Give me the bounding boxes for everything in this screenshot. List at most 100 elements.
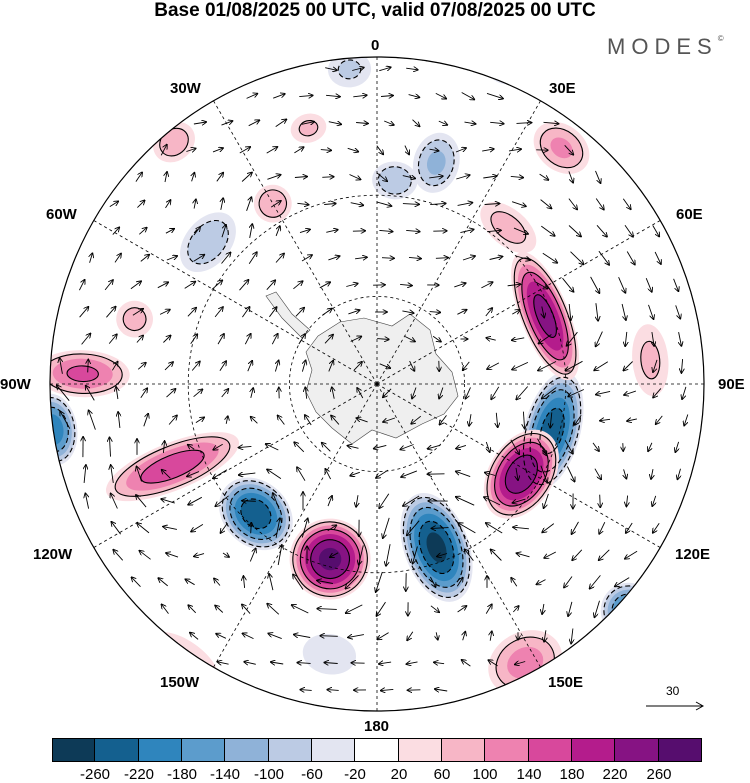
wind-arrow (112, 227, 119, 235)
wind-arrow (590, 575, 601, 588)
contour-set (486, 432, 557, 516)
wind-arrow (239, 280, 249, 291)
wind-arrow (278, 416, 285, 425)
wind-arrow (383, 388, 392, 397)
contour-set (417, 139, 455, 187)
wind-arrow (481, 282, 492, 289)
wind-arrow (568, 601, 573, 616)
wind-arrow (88, 360, 89, 373)
wind-arrow (347, 148, 359, 151)
wind-arrow (248, 252, 257, 265)
wind-arrow (599, 549, 610, 560)
wind-arrow (226, 416, 228, 424)
wind-arrow (137, 523, 150, 534)
wind-arrow (327, 525, 337, 532)
wind-arrow (404, 336, 415, 342)
wind-arrow (239, 473, 256, 475)
wind-arrow (566, 466, 574, 482)
wind-arrow (456, 497, 475, 506)
colorbar-tick-label: 20 (390, 766, 408, 783)
wind-arrow (401, 470, 418, 477)
colorbar-segment (138, 738, 182, 762)
wind-arrow (90, 253, 93, 263)
wind-arrow (268, 633, 282, 640)
wind-arrow (85, 493, 90, 509)
wind-arrow (301, 519, 307, 538)
wind-arrow (271, 662, 284, 664)
colorbar-tick-label: 60 (433, 766, 451, 783)
wind-arrow (568, 389, 584, 397)
wind-arrow (564, 144, 574, 154)
wind-arrow (487, 362, 500, 369)
contour-set (0, 17, 59, 101)
wind-arrow (186, 149, 195, 152)
colorbar-segment (182, 738, 226, 762)
wind-arrow (625, 331, 627, 346)
wind-arrow (251, 417, 258, 424)
wind-arrow (515, 662, 526, 665)
contour-set (298, 120, 319, 137)
contour-set (50, 353, 123, 394)
anomaly-cell (180, 212, 236, 273)
wind-arrow (352, 68, 364, 71)
wind-arrow (325, 469, 332, 480)
brand-text: MODES (607, 34, 718, 59)
wind-arrow (511, 578, 518, 587)
wind-arrow (299, 229, 310, 232)
wind-arrow (543, 122, 559, 123)
wind-arrow (298, 334, 305, 345)
wind-arrow (294, 177, 307, 178)
wind-arrow (648, 304, 654, 319)
meridian-line (213, 100, 378, 385)
wind-arrow (185, 579, 195, 586)
wind-arrow (213, 469, 228, 479)
wind-arrow (544, 493, 549, 508)
colorbar-tick-label: 220 (602, 766, 628, 783)
wind-arrow (572, 521, 579, 534)
wind-arrow (486, 338, 496, 340)
wind-arrow (653, 359, 658, 372)
contour-set (513, 257, 577, 375)
wind-arrow (328, 361, 333, 372)
wind-arrow (562, 277, 574, 292)
wind-arrow (626, 495, 627, 507)
wind-arrow (190, 334, 198, 345)
wind-arrow (508, 149, 521, 151)
wind-arrow (275, 119, 287, 127)
wind-arrow (184, 282, 196, 289)
wind-arrow (325, 68, 337, 71)
wind-arrow (622, 198, 630, 209)
wind-arrow (491, 386, 500, 399)
wind-arrow (193, 255, 205, 262)
wind-arrow (595, 170, 601, 183)
wind-arrow (429, 312, 441, 313)
wind-arrow (139, 551, 151, 560)
wind-arrow (383, 517, 390, 538)
wind-arrow (596, 303, 598, 321)
wind-arrow (297, 203, 308, 204)
wind-arrow (618, 277, 626, 293)
wind-arrow (166, 389, 176, 398)
wind-arrow (516, 386, 529, 400)
wind-arrow (482, 149, 494, 151)
contour-set (50, 169, 65, 233)
lon-label-90w: 90W (0, 376, 31, 393)
wind-arrow (112, 362, 117, 371)
wind-arrow (384, 120, 394, 125)
wind-arrow (116, 387, 118, 400)
lon-label-30w: 30W (170, 80, 201, 97)
wind-arrow (301, 255, 312, 262)
wind-arrow (456, 175, 469, 180)
lon-label-150e: 150E (548, 674, 584, 691)
wind-arrow (428, 444, 441, 449)
wind-arrow (328, 256, 339, 261)
wind-arrow (510, 176, 523, 177)
wind-arrow (675, 305, 681, 318)
wind-arrow (440, 415, 447, 424)
wind-arrow (544, 630, 546, 641)
wind-arrow (267, 469, 282, 479)
wind-arrow (327, 496, 332, 507)
wind-arrow (407, 631, 414, 641)
wind-arrow (273, 493, 280, 510)
wind-arrow (386, 544, 391, 566)
